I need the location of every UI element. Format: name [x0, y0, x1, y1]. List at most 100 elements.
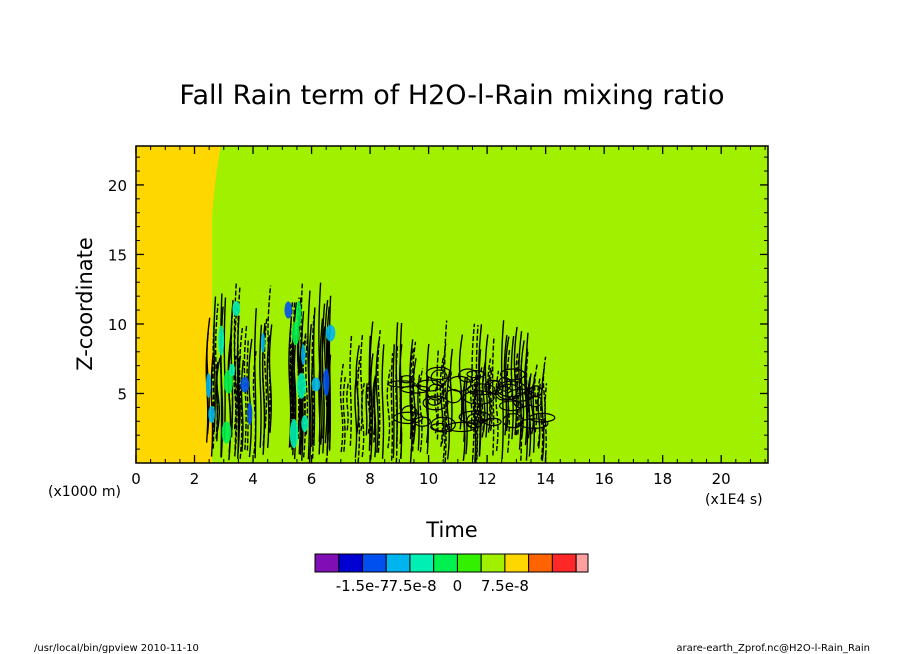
contour-line: [307, 290, 311, 460]
contour-loop: [426, 383, 445, 401]
contour-line: [411, 371, 415, 452]
contour-loop: [496, 380, 527, 398]
contour-line: [484, 334, 489, 438]
contour-loop: [466, 413, 484, 429]
colorbar-tick-label: 0: [453, 577, 463, 595]
contour-line: [381, 344, 385, 459]
contour-line: [252, 351, 257, 454]
colorbar-box: [575, 553, 589, 573]
contour-line: [503, 334, 508, 436]
contour-line: [444, 320, 448, 463]
contour-line: [220, 293, 223, 458]
contour-loop: [446, 421, 477, 433]
contour-loop: [447, 375, 472, 392]
contour-loop: [399, 375, 415, 384]
contour-line: [238, 327, 244, 459]
contour-fill-patch: [301, 344, 306, 366]
contour-fill-patch: [221, 421, 232, 444]
contour-loop: [529, 412, 556, 423]
contour-line: [310, 357, 314, 447]
contour-loop: [466, 370, 486, 379]
contour-loop: [496, 383, 522, 401]
x-tick-label: 2: [190, 470, 200, 488]
contour-line: [370, 353, 374, 441]
contour-loop: [529, 385, 543, 398]
contour-line: [268, 324, 273, 433]
contour-line: [417, 374, 421, 451]
contour-line: [236, 357, 241, 454]
contour-line: [495, 370, 500, 452]
x-tick-label: 0: [131, 470, 141, 488]
contour-loop: [430, 416, 456, 433]
colorbar-box: [456, 553, 482, 573]
contour-line: [426, 344, 430, 455]
y-tick-label: 10: [108, 316, 127, 334]
colorbar-tick-label: 7.5e-8: [481, 577, 529, 595]
contour-line: [442, 343, 447, 458]
contour-line: [418, 368, 424, 453]
footer-right: arare-earth_Zprof.nc@H2O-l-Rain_Rain: [676, 643, 870, 654]
contour-line: [365, 383, 368, 436]
contour-fill-patch: [232, 300, 241, 317]
x-tick-label: 8: [365, 470, 375, 488]
x-tick-label: 4: [248, 470, 258, 488]
contour-line: [478, 349, 482, 455]
contour-line: [328, 354, 332, 451]
contour-line: [356, 357, 361, 463]
contour-line: [469, 371, 473, 430]
contour-fill-patch: [229, 363, 236, 377]
contour-line: [319, 318, 324, 445]
contour-line: [542, 356, 547, 430]
contour-line: [312, 307, 316, 446]
contour-line: [240, 359, 244, 452]
contour-line: [233, 355, 237, 430]
contour-line: [305, 336, 309, 435]
y-tick-label: 15: [108, 246, 127, 264]
contour-line: [360, 383, 365, 458]
region-boundary: [136, 146, 221, 463]
contour-line: [302, 335, 307, 458]
contour-loop: [387, 380, 416, 388]
x-tick-label: 10: [419, 470, 438, 488]
chart-title: Fall Rain term of H2O-l-Rain mixing rati…: [179, 80, 724, 111]
contour-line: [342, 375, 347, 452]
contour-line: [436, 349, 440, 440]
contour-loop: [430, 422, 451, 432]
contour-line: [487, 358, 492, 433]
contour-fill-patch: [205, 372, 212, 399]
contour-fill-patch: [284, 301, 293, 319]
contour-loop: [499, 400, 523, 412]
contour-fill-patch: [247, 402, 253, 425]
x-tick-label: 20: [712, 470, 731, 488]
contour-line: [392, 344, 395, 459]
contour-line: [395, 322, 399, 448]
contour-line: [248, 338, 253, 458]
colorbar-box: [361, 553, 387, 573]
contour-line: [478, 366, 483, 436]
contour-loop: [506, 388, 535, 402]
y-axis-unit: (x1000 m): [48, 484, 121, 500]
x-tick-label: 18: [653, 470, 672, 488]
contour-line: [399, 344, 403, 445]
colorbar-box: [504, 553, 530, 573]
contour-line: [515, 351, 519, 436]
x-tick-label: 16: [595, 470, 614, 488]
contour-fill-patch: [291, 321, 300, 346]
contour-line: [434, 382, 439, 434]
contour-line: [214, 303, 219, 439]
contour-line: [532, 374, 536, 453]
contour-line: [462, 377, 467, 461]
contour-line: [354, 369, 358, 458]
x-axis-unit: (x1E4 s): [705, 492, 763, 508]
contour-line: [259, 324, 263, 448]
contour-loop: [400, 385, 431, 394]
contour-loop: [393, 411, 424, 425]
contour-loop: [484, 417, 502, 427]
contour-loop: [458, 410, 491, 424]
x-axis: 0 2 4 6 8 10 12 14 16 18 20: [131, 146, 766, 488]
contour-line: [534, 364, 538, 433]
contour-fill-patch: [240, 376, 250, 393]
x-axis-label: Time: [425, 518, 477, 542]
colorbar-box: [480, 553, 506, 573]
